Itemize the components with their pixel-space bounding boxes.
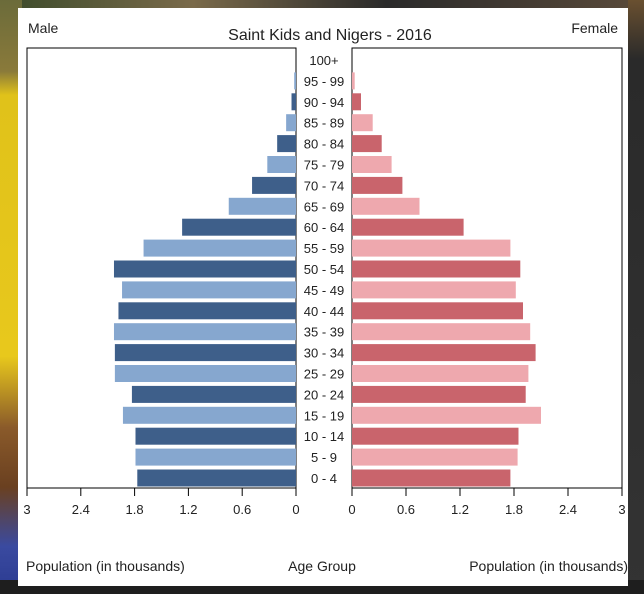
female-bar [352,406,541,424]
male-bar [286,114,296,132]
male-bar [114,344,296,362]
age-group-label: 55 - 59 [304,241,344,256]
female-bar [352,281,516,299]
male-bar [294,72,296,90]
male-bar [182,218,296,236]
female-bar [352,302,523,320]
female-bar [352,427,519,445]
female-bar [352,176,403,194]
female-bar [352,365,529,382]
age-group-label: 15 - 19 [304,408,344,423]
female-bar [352,197,420,215]
age-group-label: 70 - 74 [304,178,344,193]
age-group-label: 40 - 44 [304,304,344,319]
age-group-label: 60 - 64 [304,220,344,235]
age-group-label: 80 - 84 [304,137,344,152]
female-bar [352,448,518,466]
male-axis-tick-label: 0.6 [233,502,251,517]
male-axis-tick-label: 0 [292,502,299,517]
female-bar [352,114,373,132]
male-bar [277,135,296,153]
female-bar [352,344,536,362]
male-bar [291,93,296,111]
female-bar [352,93,361,111]
age-group-label: 20 - 24 [304,387,344,402]
age-group-label: 30 - 34 [304,346,344,361]
female-axis-tick-label: 0.6 [397,502,415,517]
left-axis-label: Population (in thousands) [26,558,185,574]
female-bar [352,218,464,236]
male-bar [113,323,296,341]
male-bar [118,302,297,320]
female-bar [352,323,531,341]
chart-panel: Male Female Saint Kids and Nigers - 2016… [18,8,628,586]
male-bar [114,365,296,382]
age-group-label: 35 - 39 [304,325,344,340]
population-pyramid-chart: Male Female Saint Kids and Nigers - 2016… [23,20,628,574]
age-group-label: 65 - 69 [304,199,344,214]
female-bar [352,72,355,90]
male-axis-tick-label: 3 [23,502,30,517]
age-group-label: 45 - 49 [304,283,344,298]
male-axis-tick-label: 1.2 [179,502,197,517]
age-group-label: 25 - 29 [304,367,344,382]
female-bar [352,239,511,257]
male-bar [143,239,296,257]
male-axis-tick-label: 2.4 [72,502,90,517]
age-group-label: 50 - 54 [304,262,344,277]
age-group-label: 10 - 14 [304,429,344,444]
male-bar [135,427,296,445]
center-axis-label: Age Group [288,558,356,574]
male-bar [113,260,296,278]
age-group-label: 90 - 94 [304,95,344,110]
male-bar [122,281,297,299]
female-axis-tick-label: 2.4 [559,502,577,517]
female-bar [352,469,511,487]
female-axis-tick-label: 1.8 [505,502,523,517]
chart-title: Saint Kids and Nigers - 2016 [228,27,432,44]
right-side-label: Female [571,20,618,36]
male-axis-tick-label: 1.8 [126,502,144,517]
female-axis-tick-label: 3 [618,502,625,517]
age-group-label: 100+ [309,53,338,68]
female-axis-tick-label: 0 [348,502,355,517]
male-bar [122,406,297,424]
right-axis-label: Population (in thousands) [469,558,628,574]
female-bar [352,385,526,403]
female-bar [352,260,521,278]
female-bar [352,135,382,153]
male-bar [135,448,296,466]
male-bar [252,176,296,194]
left-side-label: Male [28,20,59,36]
age-group-label: 0 - 4 [311,471,337,486]
female-bar [352,156,392,173]
male-bar [131,385,296,403]
male-bar [137,469,296,487]
background-photo-left [0,0,22,594]
male-bar [267,156,296,173]
age-group-label: 95 - 99 [304,74,344,89]
age-group-label: 85 - 89 [304,116,344,131]
age-group-label: 75 - 79 [304,158,344,173]
age-group-label: 5 - 9 [311,450,337,465]
female-axis-tick-label: 1.2 [451,502,469,517]
background-photo-right [628,0,644,594]
male-bar [228,197,296,215]
